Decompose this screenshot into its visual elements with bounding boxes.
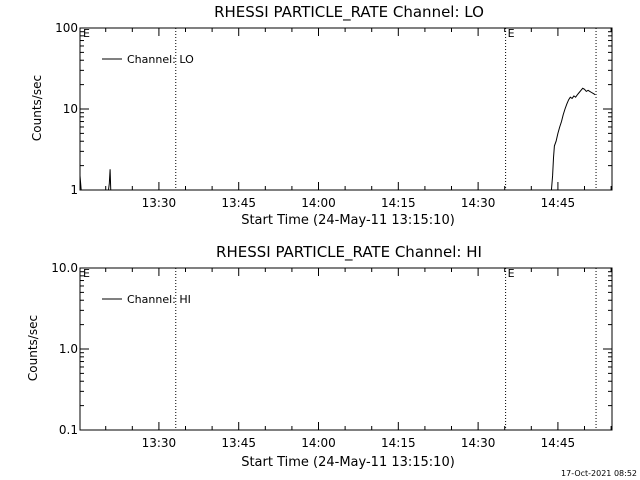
x-tick-label: 14:15 — [381, 436, 416, 450]
x-tick-label: 13:45 — [221, 196, 256, 210]
chart-title: RHESSI PARTICLE_RATE Channel: HI — [216, 243, 482, 262]
y-axis-title: Counts/sec — [30, 75, 44, 141]
y-tick-label: 10 — [63, 102, 78, 116]
legend-label: Channel: LO — [127, 53, 194, 66]
series-line-segment — [107, 169, 112, 190]
x-tick-label: 14:45 — [541, 436, 576, 450]
panel-channel-hi: RHESSI PARTICLE_RATE Channel: HI Start T… — [26, 243, 613, 470]
panel-channel-lo: RHESSI PARTICLE_RATE Channel: LO Start T… — [30, 3, 613, 228]
series-line-segment — [80, 175, 82, 190]
x-tick-label: 13:45 — [221, 436, 256, 450]
y-tick-label: 1 — [70, 183, 78, 197]
series-line-segment — [550, 87, 596, 190]
x-tick-label: 14:15 — [381, 196, 416, 210]
x-tick-label: 14:00 — [301, 436, 336, 450]
chart-title: RHESSI PARTICLE_RATE Channel: LO — [214, 3, 484, 22]
vertical-marker-label: E — [508, 267, 515, 280]
vertical-marker-label: E — [508, 27, 515, 40]
corner-marker-label: E — [83, 27, 90, 40]
x-tick-label: 13:30 — [142, 436, 177, 450]
timestamp-label: 17-Oct-2021 08:52 — [561, 469, 637, 478]
x-tick-label: 14:30 — [461, 196, 496, 210]
y-axis-title: Counts/sec — [26, 315, 40, 381]
x-tick-label: 14:45 — [541, 196, 576, 210]
y-tick-label: 100 — [55, 21, 78, 35]
corner-marker-label: E — [83, 267, 90, 280]
x-tick-label: 14:30 — [461, 436, 496, 450]
y-tick-label: 0.1 — [59, 423, 78, 437]
legend-label: Channel: HI — [127, 293, 191, 306]
y-tick-label: 1.0 — [59, 342, 78, 356]
x-tick-label: 14:00 — [301, 196, 336, 210]
x-tick-label: 13:30 — [142, 196, 177, 210]
y-tick-label: 10.0 — [51, 261, 78, 275]
x-axis-title: Start Time (24-May-11 13:15:10) — [241, 213, 455, 228]
x-axis-title: Start Time (24-May-11 13:15:10) — [241, 455, 455, 470]
